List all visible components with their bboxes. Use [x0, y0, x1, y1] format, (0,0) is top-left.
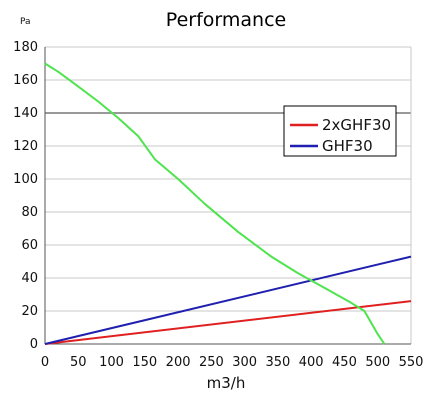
series-lines	[44, 62, 412, 345]
y-tick-label-60: 60	[21, 238, 38, 253]
x-tick-label-0: 0	[41, 355, 49, 370]
x-axis-label: m3/h	[207, 374, 246, 392]
x-tick-label-550: 550	[399, 355, 424, 370]
x-tick-label-200: 200	[166, 355, 191, 370]
legend-label-ghf30: GHF30	[322, 137, 373, 155]
y-tick-label-20: 20	[21, 304, 38, 319]
x-tick-label-100: 100	[99, 355, 124, 370]
series-line-2xghf30	[44, 300, 412, 345]
x-tick-label-500: 500	[365, 355, 390, 370]
grid	[45, 46, 412, 344]
y-tick-label-0: 0	[30, 337, 38, 352]
legend-label-2xghf30: 2xGHF30	[322, 116, 391, 134]
legend: 2xGHF30 GHF30	[283, 105, 397, 157]
axes	[44, 47, 411, 345]
x-tick-label-350: 350	[265, 355, 290, 370]
x-tick-label-150: 150	[132, 355, 157, 370]
x-tick-label-450: 450	[332, 355, 357, 370]
tick-labels: 0 20 40 60 80 100 120 140 160 180 0 50 100 150 200 250 3…	[13, 40, 423, 370]
y-tick-label-80: 80	[21, 205, 38, 220]
series-line-ghf30	[44, 255, 412, 345]
y-tick-label-160: 160	[13, 73, 38, 88]
y-tick-label-140: 140	[13, 106, 38, 121]
y-tick-label-120: 120	[13, 139, 38, 154]
y-tick-label-40: 40	[21, 271, 38, 286]
y-tick-label-100: 100	[13, 172, 38, 187]
y-tick-label-180: 180	[13, 40, 38, 55]
x-tick-label-50: 50	[70, 355, 87, 370]
chart-title: Performance	[166, 9, 286, 31]
x-tick-label-250: 250	[199, 355, 224, 370]
legend-box	[283, 105, 397, 157]
x-tick-label-300: 300	[232, 355, 257, 370]
series-line-3	[44, 62, 386, 345]
x-tick-label-400: 400	[299, 355, 324, 370]
y-axis-unit: Pa	[20, 17, 31, 27]
